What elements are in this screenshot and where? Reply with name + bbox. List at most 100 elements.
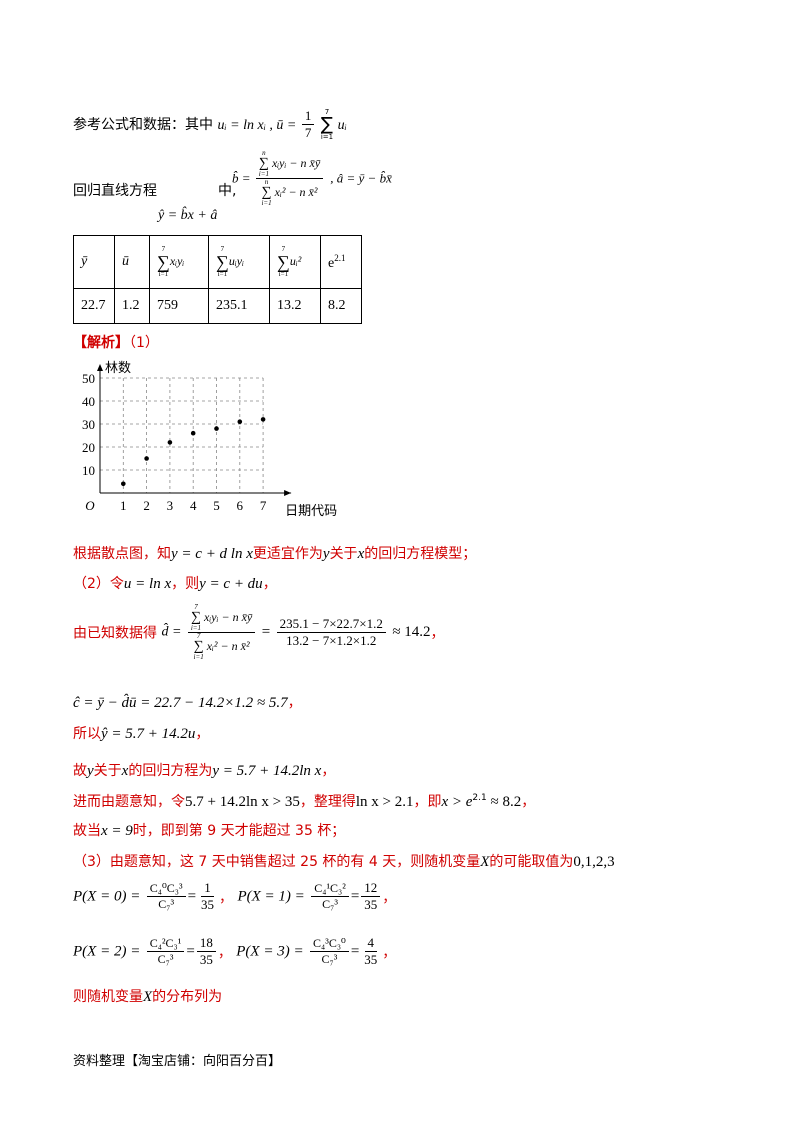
frac-num: 1 <box>301 108 315 126</box>
y-axis-arrow-icon <box>97 364 103 371</box>
line4-eq: ĉ = ȳ − d̂ū = 22.7 − 14.2×1.2 ≈ 5.7 <box>73 695 288 711</box>
line2-eq2: y = c + du <box>199 576 263 592</box>
sigma-icon: ∑ <box>157 252 170 272</box>
data-point <box>121 481 126 487</box>
origin-label: O <box>85 498 95 513</box>
line3-num: xᵢyᵢ − n x̄ȳ <box>204 609 253 624</box>
line12: 则随机变量X的分布列为 <box>73 986 222 1006</box>
p1-num: C₄¹C₃² <box>311 881 349 898</box>
formula-intro-text: 参考公式和数据：其中 <box>73 116 213 133</box>
dhat-frac: 7 ∑ i=1 xᵢyᵢ − n x̄ȳ 7 ∑ i=1 xᵢ² − n x̄² <box>187 603 256 661</box>
sigma-icon: ∑ <box>216 252 229 272</box>
line6-eq: y = 5.7 + 14.2ln x <box>212 763 322 779</box>
x-tick-label: 7 <box>260 498 267 513</box>
y-tick-label: 30 <box>82 417 95 432</box>
line2-eq1: u = ln x <box>123 576 172 592</box>
p3-den: C₇³ <box>321 952 338 967</box>
line5: 所以ŷ = 5.7 + 14.2u， <box>73 723 209 743</box>
table-header-text: e <box>328 255 335 271</box>
p1-val-den: 35 <box>364 897 378 913</box>
p2-den: C₇³ <box>157 952 174 967</box>
data-point <box>214 426 219 431</box>
sum-top: 7 <box>161 245 166 253</box>
table-header-e: e2.1 <box>320 235 362 289</box>
line7-sup: 2.1 <box>472 793 487 803</box>
prob-row-1: P(X = 0) = C₄⁰C₃³ C₇³ = 1 35， P(X = 1) = C₄¹… <box>73 880 397 914</box>
line9-b: 的可能取值为 <box>489 854 574 870</box>
line1-a: 根据散点图，知 <box>73 546 171 562</box>
table-header-sup: 2.1 <box>334 252 346 263</box>
p0-num: C₄⁰C₃³ <box>146 881 186 898</box>
table-header-text: uᵢ² <box>289 254 302 269</box>
p0-val-num: 1 <box>201 880 214 898</box>
line2-b: ，则 <box>171 576 200 592</box>
sigma-icon: ∑ <box>193 639 204 654</box>
bhat-lhs: b̂ = <box>232 170 254 186</box>
comma: ， <box>382 889 397 906</box>
bhat-frac: n ∑ i=1 xᵢyᵢ − n x̄ȳ n ∑ i=1 xᵢ² − n x̄² <box>255 149 324 207</box>
p0-frac: C₄⁰C₃³ C₇³ <box>146 881 186 912</box>
line4: ĉ = ȳ − d̂ū = 22.7 − 14.2×1.2 ≈ 5.7， <box>73 692 302 712</box>
line5-end: ， <box>195 726 210 742</box>
line9-vals: 0,1,2,3 <box>573 854 615 870</box>
p1-den: C₇³ <box>322 897 338 912</box>
p3-frac: C₄³C₃⁰ C₇³ <box>310 936 349 967</box>
bhat-den-text: xᵢ² − n x̄² <box>274 184 318 199</box>
p1-value: 12 35 <box>361 880 381 914</box>
table-cell: 759 <box>149 288 209 324</box>
p2-value: 18 35 <box>196 935 216 969</box>
line2-a: （2）令 <box>73 576 124 592</box>
table-header-sum-uy: 7 ∑ i=1 uᵢyᵢ <box>208 235 270 289</box>
comma: ， <box>217 944 232 961</box>
p0-val-den: 35 <box>201 897 215 913</box>
footer: 资料整理【淘宝店铺：向阳百分百】 <box>73 1054 282 1069</box>
line3-den2: 13.2 − 7×1.2×1.2 <box>286 633 377 648</box>
table-header-text: uᵢyᵢ <box>228 254 244 269</box>
line9: （3）由题意知，这 7 天中销售超过 25 杯的有 4 天，则随机变量X的可能取… <box>73 851 615 871</box>
analysis-label: 【解析】 <box>73 335 129 351</box>
p1-val-num: 12 <box>361 880 381 898</box>
line7-eq4: ≈ 8.2 <box>486 794 522 810</box>
p2-val-num: 18 <box>196 935 216 953</box>
line3-result: ≈ 14.2 <box>392 624 431 640</box>
dhat-num: 7 ∑ i=1 xᵢyᵢ − n x̄ȳ <box>187 603 256 633</box>
table-cell: 235.1 <box>208 288 270 324</box>
table-header-sum-xy: 7 ∑ i=1 xᵢyᵢ <box>149 235 209 289</box>
line3-end: ， <box>430 625 445 642</box>
x-axis-label: 日期代码 <box>285 504 337 519</box>
p2-val-den: 35 <box>199 952 213 968</box>
table-header-text: ū <box>122 254 129 269</box>
sum-top: 7 <box>196 632 201 640</box>
line5-eq: ŷ = 5.7 + 14.2u <box>101 726 196 742</box>
data-point <box>260 417 266 422</box>
line8-eq: x = 9 <box>101 823 133 839</box>
bhat-formula: b̂ = n ∑ i=1 xᵢyᵢ − n x̄ȳ n ∑ i=1 xᵢ² − n x̄… <box>232 150 392 207</box>
bhat-num: n ∑ i=1 xᵢyᵢ − n x̄ȳ <box>255 149 324 179</box>
p3-val-num: 4 <box>364 935 378 953</box>
regression-label: 回归直线方程 <box>73 183 157 199</box>
sum-n-top: n <box>262 149 266 157</box>
comma: ， <box>219 889 234 906</box>
line3-num2: 235.1 − 7×22.7×1.2 <box>276 616 386 633</box>
prob-row-2: P(X = 2) = C₄²C₃¹ C₇³ = 18 35， P(X = 3) = C₄… <box>73 935 397 969</box>
x-axis-arrow-icon <box>284 490 292 496</box>
p1-frac: C₄¹C₃² C₇³ <box>311 881 349 912</box>
line7-a: 进而由题意知，令 <box>73 794 185 810</box>
x-tick-label: 4 <box>190 498 197 513</box>
sigma-icon: ∑ <box>277 252 290 272</box>
sum-top: 7 <box>220 245 225 253</box>
sum-u: uᵢ <box>337 117 347 133</box>
sum-top: 7 <box>194 603 198 611</box>
data-point <box>237 419 243 424</box>
line7-b: ，整理得 <box>299 794 356 810</box>
sigma-icon: ∑ <box>261 185 272 200</box>
sum-bottom: i=1 <box>193 653 204 661</box>
line6-a: 故 <box>73 763 87 779</box>
line3-den: xᵢ² − n x̄² <box>206 638 250 653</box>
dhat-den: 7 ∑ i=1 xᵢ² − n x̄² <box>191 633 253 661</box>
sigma-icon: ∑ <box>190 610 201 625</box>
data-table: ȳ ū 7 ∑ i=1 xᵢyᵢ 7 ∑ i=1 uᵢyᵢ 7 ∑ i=1 uᵢ² e2.1 22… <box>73 235 362 324</box>
sum-bottom: i=1 <box>190 624 202 632</box>
p3-num: C₄³C₃⁰ <box>310 936 349 953</box>
line5-a: 所以 <box>73 726 101 742</box>
